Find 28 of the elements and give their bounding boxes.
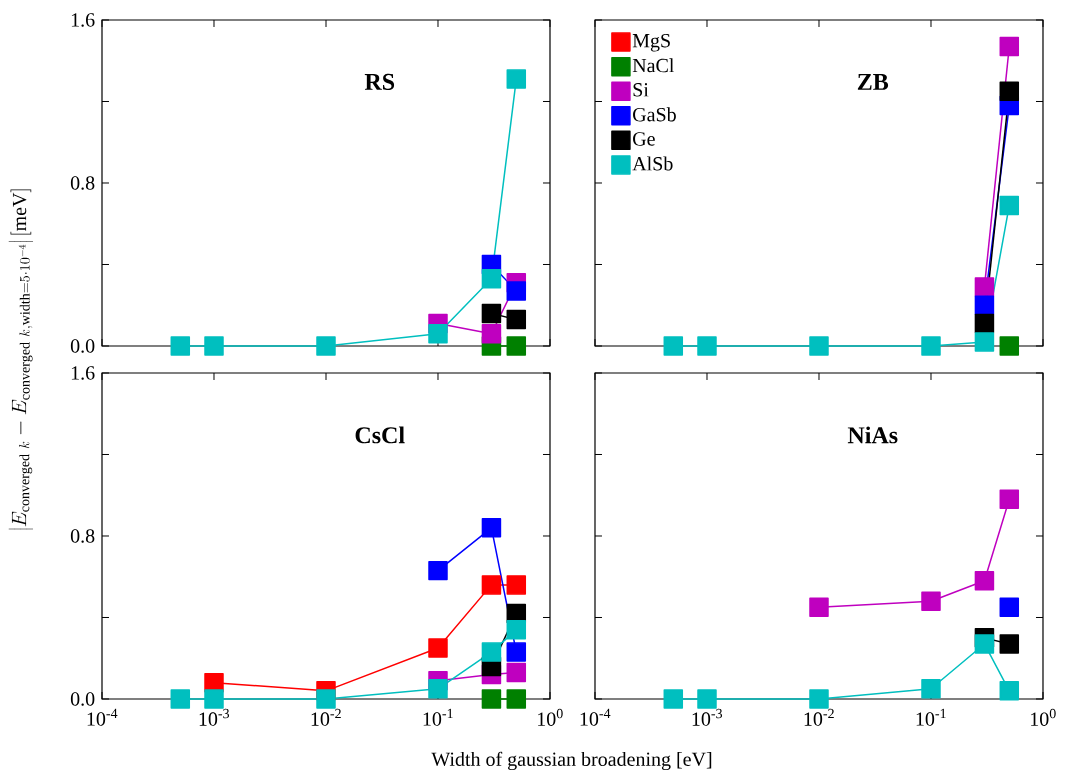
legend-label: MgS — [632, 33, 670, 52]
x-tick-label: 10$^{-4}$ — [580, 708, 611, 726]
x-axis-title: Width of gaussian broadening [eV] — [431, 751, 712, 771]
y-tick-label: 1.6 — [71, 13, 95, 27]
y-tick-label: 0.8 — [70, 529, 95, 543]
x-tick-label: 10$^{-1}$ — [423, 708, 453, 726]
text: NiAs — [847, 426, 898, 444]
y-tick-label: 0.0 — [70, 692, 95, 706]
legend-label: AlSb — [632, 156, 673, 171]
y-tick-label: 0.0 — [70, 339, 95, 353]
x-tick-label: 10$^{0}$ — [538, 708, 563, 726]
text: RS — [364, 73, 395, 90]
text: CsCl — [355, 426, 405, 444]
legend-label: Ge — [633, 132, 655, 146]
y-axis-title: $\left|E_{\mathrm{converged}\ k}-E_{\mathrm{converged}\ k,\mathrm{width}=5\cdot 10^{-4}}\right|[\mathrm{meV}]$ — [8, 189, 34, 530]
x-tick-label: 10$^{-2}$ — [311, 708, 341, 726]
x-tick-label: 10$^{-3}$ — [692, 708, 723, 726]
legend-label: Si — [633, 83, 649, 97]
x-tick-label: 10$^{-3}$ — [199, 708, 230, 726]
legend-label: NaCl — [632, 58, 675, 73]
x-tick-label: 10$^{-2}$ — [804, 708, 834, 726]
y-tick-label: 1.6 — [71, 366, 95, 380]
legend-label: GaSb — [633, 107, 676, 122]
text: ZB — [857, 74, 889, 90]
y-tick-label: 0.8 — [70, 176, 95, 190]
x-tick-label: 10$^{-1}$ — [916, 708, 946, 726]
x-tick-label: 10$^{0}$ — [1031, 708, 1056, 726]
x-tick-label: 10$^{-4}$ — [87, 708, 118, 726]
